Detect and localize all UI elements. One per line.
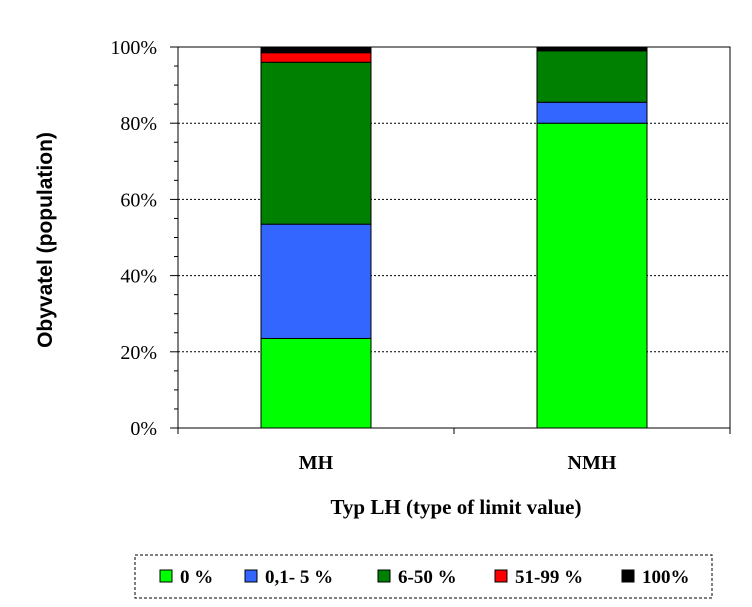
legend-label: 6-50 %	[398, 567, 457, 588]
legend-label: 0 %	[180, 567, 213, 588]
bar-segment	[260, 223, 372, 339]
y-tick-label: 100%	[110, 37, 157, 59]
legend-swatch	[159, 569, 173, 583]
y-tick-labels: 0% 20% 40% 60% 80% 100%	[110, 37, 157, 440]
bar-segment	[260, 61, 372, 225]
bars	[260, 46, 648, 429]
y-tick-label: 20%	[120, 342, 157, 364]
bar-segment	[536, 122, 648, 429]
legend-swatch	[377, 569, 391, 583]
legend-box	[134, 554, 713, 599]
bar-segment	[536, 50, 648, 103]
y-tick-label: 0%	[130, 418, 157, 440]
bar-segment	[536, 101, 648, 124]
axes	[170, 46, 731, 434]
bar-segment	[260, 337, 372, 429]
x-category-labels: MH NMH	[299, 452, 617, 474]
bar-segment	[536, 46, 648, 52]
legend-label: 100%	[642, 567, 690, 588]
legend-label: 0,1- 5 %	[265, 567, 333, 588]
legend-swatch	[621, 569, 635, 583]
legend: 0 % 0,1- 5 % 6-50 % 51-99 % 100%	[134, 554, 713, 599]
y-tick-label: 80%	[120, 113, 157, 135]
bar-segment	[260, 46, 372, 54]
x-category-label: NMH	[568, 452, 617, 474]
y-tick-label: 60%	[120, 189, 157, 211]
x-axis-title: Typ LH (type of limit value)	[330, 495, 581, 519]
legend-swatch	[244, 569, 258, 583]
legend-label: 51-99 %	[515, 567, 583, 588]
y-axis-title: Obyvatel (population)	[34, 132, 57, 348]
y-tick-label: 40%	[120, 266, 157, 288]
bar-segment	[260, 52, 372, 63]
legend-swatch	[494, 569, 508, 583]
x-category-label: MH	[299, 452, 334, 474]
